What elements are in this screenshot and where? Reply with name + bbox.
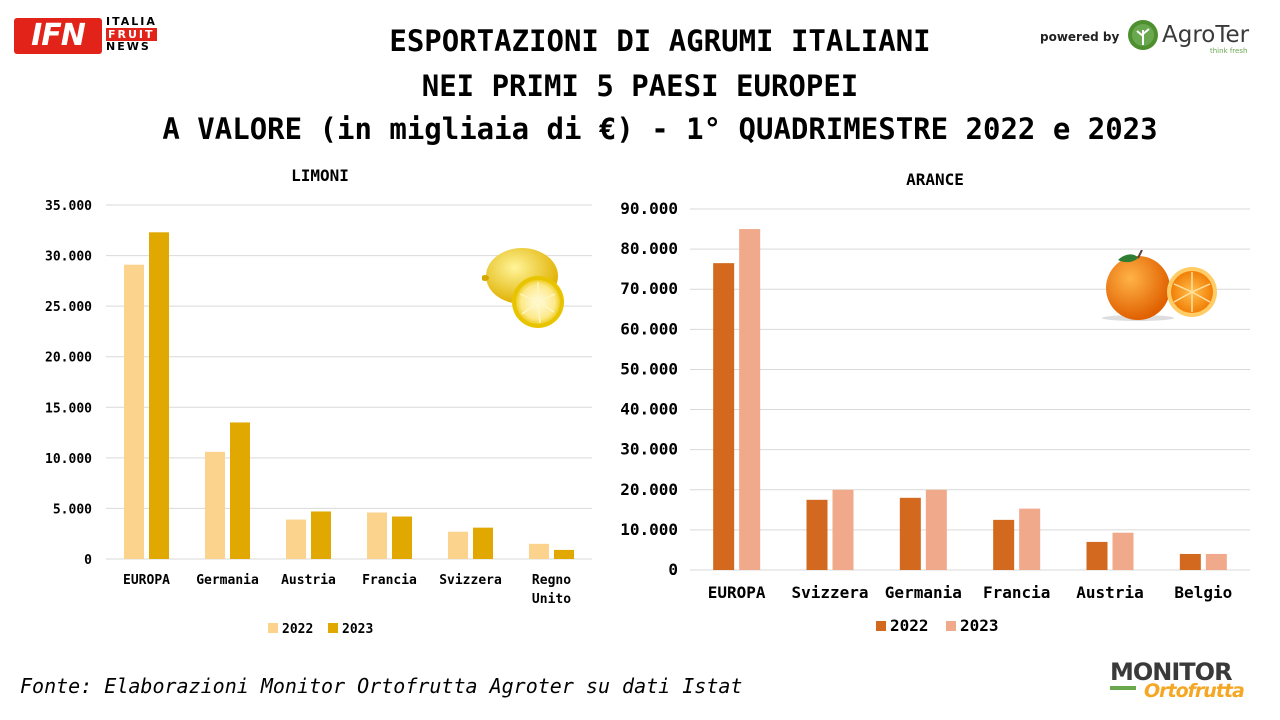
legend-swatch [946,621,956,631]
ifn-logo-line-1: ITALIA [106,15,157,28]
y-tick-label: 20.000 [45,351,92,366]
x-tick-label: Germania [196,573,259,588]
bar-2023 [473,527,493,559]
bar-2023 [739,229,761,571]
ifn-logo-mark: IFN [14,18,102,54]
y-tick-label: 5.000 [53,502,92,517]
ifn-logo-line-2: FRUIT [106,27,157,41]
bar-2023 [230,422,250,559]
bar-2023 [392,516,412,559]
bar-2022 [806,499,828,570]
ifn-logo-line-3: NEWS [106,40,151,53]
y-tick-label: 20.000 [620,480,678,499]
y-tick-label: 50.000 [620,359,678,378]
orange-icon [1102,250,1217,321]
bar-2022 [529,543,549,559]
bar-2022 [1086,541,1108,570]
y-tick-label: 40.000 [620,400,678,419]
y-tick-label: 35.000 [45,199,92,214]
x-tick-label: Svizzera [791,583,868,602]
y-tick-label: 30.000 [620,440,678,459]
agroter-name: AgroTer [1162,22,1250,48]
y-tick-label: 0 [84,553,92,568]
bar-2022 [367,512,387,559]
y-tick-label: 10.000 [45,452,92,467]
legend-swatch [876,621,886,631]
title-line-1: ESPORTAZIONI DI AGRUMI ITALIANI [389,24,931,58]
y-tick-label: 30.000 [45,250,92,265]
x-tick-label: Francia [362,573,417,588]
bar-2023 [1205,553,1227,570]
chart-arance: ARANCE 0 10.000 20.000 30.000 40.000 50.000 60.… [620,170,1250,635]
title-line-2: NEI PRIMI 5 PAESI EUROPEI [421,69,859,103]
y-tick-label: 90.000 [620,199,678,218]
legend-label: 2022 [282,622,313,637]
bar-2023 [925,489,947,570]
y-tick-label: 80.000 [620,239,678,258]
legend-label: 2023 [960,616,999,635]
chart-title: LIMONI [291,166,349,185]
chart-title: ARANCE [906,170,964,189]
bar-2022 [713,263,735,570]
legend-swatch [268,623,278,633]
bar-2022 [993,519,1015,570]
ifn-logo-text: ITALIA FRUIT NEWS [106,15,157,54]
monitor-logo-line-2: Ortofrutta [1144,680,1245,702]
x-tick-label: EUROPA [123,573,170,588]
x-tick-label: Svizzera [439,573,502,588]
bar-2023 [832,489,854,570]
x-tick-label: Germania [885,583,962,602]
ifn-logo: IFN ITALIA FRUIT NEWS [14,15,157,54]
legend-label: 2023 [342,622,373,637]
legend-label: 2022 [890,616,929,635]
bar-2023 [149,232,169,559]
title-line-3: A VALORE (in migliaia di €) - 1° QUADRIM… [162,112,1158,146]
bar-2022 [286,519,306,559]
bar-2022 [899,497,921,570]
bar-2023 [1019,508,1041,570]
y-tick-label: 70.000 [620,279,678,298]
bar-2022 [124,264,144,559]
x-tick-label: Francia [983,583,1050,602]
source-note: Fonte: Elaborazioni Monitor Ortofrutta A… [20,674,743,698]
y-tick-label: 60.000 [620,319,678,338]
agroter-tagline: think fresh [1210,47,1248,55]
x-tick-label: EUROPA [708,583,766,602]
lemon-icon [482,248,564,328]
agroter-leaf-icon [1128,20,1158,50]
bar-2023 [311,511,331,559]
bar-2023 [554,549,574,559]
powered-by-label: powered by [1040,30,1120,44]
y-tick-label: 10.000 [620,520,678,539]
x-tick-label: Austria [281,573,336,588]
monitor-logo-line-1: MONITOR [1110,658,1233,686]
bar-2023 [1112,532,1134,570]
bar-2022 [1179,553,1201,570]
y-tick-label: 15.000 [45,401,92,416]
monitor-ortofrutta-logo: MONITOR Ortofrutta [1110,658,1260,706]
chart-limoni: LIMONI 0 5.000 10.000 15.000 20.000 25.000 30.0… [45,166,592,637]
bar-2022 [448,531,468,559]
agroter-logo: AgroTer think fresh [1126,18,1249,56]
bar-2022 [205,451,225,559]
x-tick-label: Austria [1076,583,1143,602]
y-tick-label: 25.000 [45,300,92,315]
x-tick-label: Regno Unito [532,573,571,607]
y-tick-label: 0 [668,560,678,579]
legend-swatch [328,623,338,633]
x-tick-label: Belgio [1174,583,1232,602]
